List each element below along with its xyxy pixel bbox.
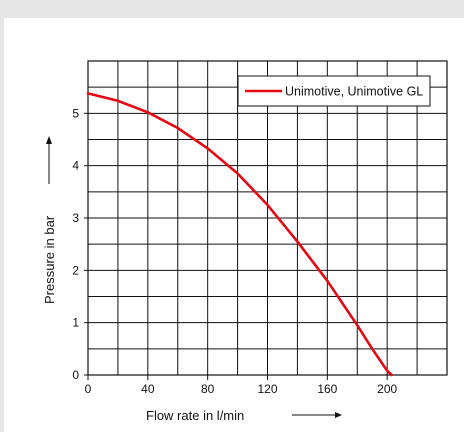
x-tick-label: 120 xyxy=(257,382,277,396)
axis-ticks: 0 40 80 120 160 200 0 1 2 3 4 5 xyxy=(72,106,397,396)
x-tick-label: 40 xyxy=(141,382,155,396)
y-tick-label: 4 xyxy=(72,159,79,173)
x-axis-title: Flow rate in l/min xyxy=(146,408,342,423)
x-axis-arrow-icon xyxy=(335,412,342,418)
x-axis-label: Flow rate in l/min xyxy=(146,408,244,423)
y-tick-label: 0 xyxy=(72,368,79,382)
y-tick-label: 5 xyxy=(72,106,79,120)
legend: Unimotive, Unimotive GL xyxy=(237,75,431,107)
grid xyxy=(88,61,447,375)
legend-label: Unimotive, Unimotive GL xyxy=(285,85,423,99)
series-line xyxy=(86,92,394,377)
x-tick-label: 80 xyxy=(201,382,215,396)
y-axis-title: Pressure in bar xyxy=(42,136,57,304)
y-tick-label: 1 xyxy=(72,316,79,330)
x-tick-label: 200 xyxy=(377,382,397,396)
y-axis-arrow-icon xyxy=(46,136,52,144)
x-tick-label: 160 xyxy=(317,382,337,396)
legend-box xyxy=(237,75,431,107)
y-tick-label: 2 xyxy=(72,263,79,277)
series-layer xyxy=(86,92,394,377)
chart-card: 0 40 80 120 160 200 0 1 2 3 4 5 Unimotive, Unimotiv… xyxy=(4,18,464,432)
pump-curve-chart: 0 40 80 120 160 200 0 1 2 3 4 5 Unimotive, Unimotiv… xyxy=(42,60,448,423)
x-tick-label: 0 xyxy=(85,382,92,396)
y-axis-label: Pressure in bar xyxy=(42,215,57,304)
y-tick-label: 3 xyxy=(72,211,79,225)
